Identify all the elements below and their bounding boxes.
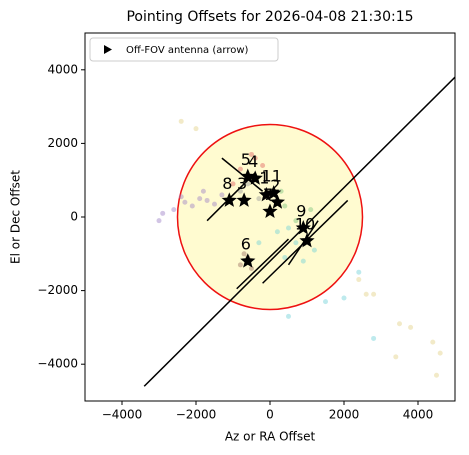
antenna-label: 7: [263, 185, 273, 204]
antenna-star: [236, 192, 252, 207]
antenna-label: 4: [248, 152, 258, 171]
scatter-point: [308, 207, 314, 213]
antenna-label: 9: [296, 202, 306, 221]
scatter-point: [341, 295, 347, 301]
antenna-star: [266, 185, 282, 200]
scatter-point: [323, 299, 328, 305]
scatter-point: [371, 291, 377, 297]
scatter-point: [356, 277, 362, 283]
antenna-label: 2: [270, 176, 280, 195]
legend-box: [89, 37, 279, 62]
scatter-point: [282, 254, 288, 260]
offset-line: [236, 238, 290, 290]
scatter-point: [245, 181, 251, 187]
scatter-point: [249, 266, 254, 272]
y-axis-label: El or Dec Offset: [9, 170, 23, 264]
x-tick-label: 0: [266, 408, 274, 422]
scatter-point: [282, 203, 288, 209]
legend-marker: [104, 45, 112, 54]
scatter-point: [189, 203, 195, 209]
scatter-point: [311, 247, 317, 253]
scatter-point: [197, 196, 203, 202]
scatter-point: [237, 188, 243, 194]
antenna-star: [269, 194, 285, 209]
y-tick-label: 2000: [47, 136, 78, 150]
antenna-label: 1: [259, 168, 269, 187]
antenna-label: 11: [262, 167, 282, 186]
scatter-point: [252, 155, 258, 161]
scatter-point: [397, 321, 402, 327]
antenna-star: [240, 168, 256, 183]
antenna-star: [221, 192, 237, 207]
scatter-point: [286, 313, 291, 319]
scatter-point: [249, 151, 254, 157]
fov-circle: [176, 123, 364, 311]
scatter-point: [182, 199, 188, 205]
x-axis-label: Az or RA Offset: [225, 430, 316, 444]
scatter-point: [193, 126, 199, 132]
y-tick-label: 4000: [47, 62, 78, 76]
scatter-point: [356, 269, 362, 275]
antenna-star: [299, 232, 315, 248]
scatter-point: [256, 196, 262, 202]
scatter-point: [260, 162, 266, 168]
scatter-point: [156, 218, 162, 224]
scatter-point: [178, 194, 184, 200]
y-tick-label: 0: [70, 210, 78, 224]
antenna-label: 8: [222, 174, 232, 193]
scatter-point: [408, 324, 414, 330]
scatter-point: [434, 372, 439, 378]
offset-line: [206, 172, 256, 222]
scatter-point: [430, 339, 436, 345]
scatter-point: [160, 210, 166, 216]
scatter-point: [278, 188, 284, 194]
legend-label: Off-FOV antenna (arrow): [126, 45, 249, 56]
scatter-point: [363, 291, 369, 297]
scatter-point: [293, 240, 299, 246]
scatter-point: [371, 335, 377, 341]
scatter-point: [204, 197, 210, 203]
antenna-star: [258, 186, 274, 202]
scatter-point: [200, 188, 206, 194]
antenna-star: [262, 203, 278, 218]
antenna-label: 5: [241, 150, 251, 169]
scatter-point: [274, 229, 280, 235]
scatter-point: [212, 201, 217, 207]
antenna-star: [247, 170, 263, 185]
scatter-point: [286, 225, 291, 231]
x-tick-label: −4000: [102, 408, 143, 422]
scatter-point: [393, 354, 399, 360]
scatter-point: [171, 207, 177, 213]
antenna-label: 6: [241, 235, 251, 254]
x-tick-label: 4000: [403, 408, 434, 422]
x-tick-label: −2000: [176, 408, 217, 422]
scatter-point: [293, 218, 299, 224]
y-tick-label: −4000: [37, 357, 78, 371]
plot-area: 1 2 345 6 7 8 910 11: [143, 76, 455, 387]
scatter-point: [237, 166, 243, 172]
scatter-point: [219, 192, 225, 198]
chart-title: Pointing Offsets for 2026-04-08 21:30:15: [126, 9, 413, 25]
x-tick-label: 2000: [329, 408, 360, 422]
y-tick-label: −2000: [37, 283, 78, 297]
scatter-point: [178, 118, 184, 124]
offset-line: [287, 220, 319, 266]
scatter-point: [437, 350, 443, 356]
scatter-point: [237, 262, 243, 268]
antenna-star: [295, 220, 311, 235]
scatter-point: [230, 181, 236, 187]
antenna-label: 3: [237, 174, 247, 193]
scatter-point: [256, 240, 262, 246]
antenna-label: 10: [295, 214, 315, 233]
scatter-point: [300, 258, 306, 264]
antenna-star: [240, 253, 256, 268]
scatter-point: [241, 251, 247, 257]
